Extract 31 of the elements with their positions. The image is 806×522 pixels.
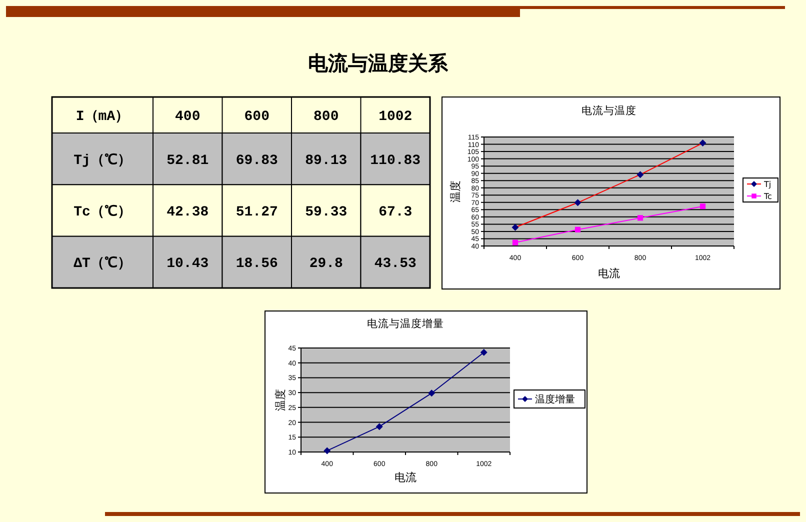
legend-label: Tj [763,180,772,189]
data-label: 51.27 [236,204,278,220]
data-label: 43.53 [374,256,416,272]
data-label: 69.83 [236,152,278,169]
legend-label: Tc [763,192,772,201]
xlabel: 电流 [394,471,416,484]
title: 电流与温度增量 [367,318,444,330]
x-tick-label: 600 [244,109,270,125]
title: 电流与温度 [582,105,636,117]
y-tick-label: Tc（℃） [74,204,132,220]
x-tick-label: 400 [175,109,200,125]
data-label: 67.3 [378,204,412,220]
x-tick-label: 800 [314,109,339,125]
data-label: 18.56 [236,256,278,272]
data-label: 29.8 [309,256,343,272]
xlabel: I（mA） [76,109,130,125]
legend-label: 温度增量 [535,394,575,406]
x-tick-label: 1002 [378,109,412,125]
data-label: 52.81 [166,152,209,169]
title: 电流与温度关系 [308,51,448,75]
data-label: 110.83 [370,152,421,169]
legend: 温度增量 [514,390,586,408]
xlabel: 电流 [598,267,620,280]
ylabel: 温度 [449,180,462,202]
data-label: 42.38 [166,204,209,220]
data-label: 89.13 [305,152,348,169]
data-label: 59.33 [305,204,348,220]
ylabel: 温度 [274,389,287,411]
y-tick-label: ΔT（℃） [74,256,132,272]
data-label: 10.43 [166,256,209,272]
y-tick-label: Tj（℃） [74,152,132,169]
